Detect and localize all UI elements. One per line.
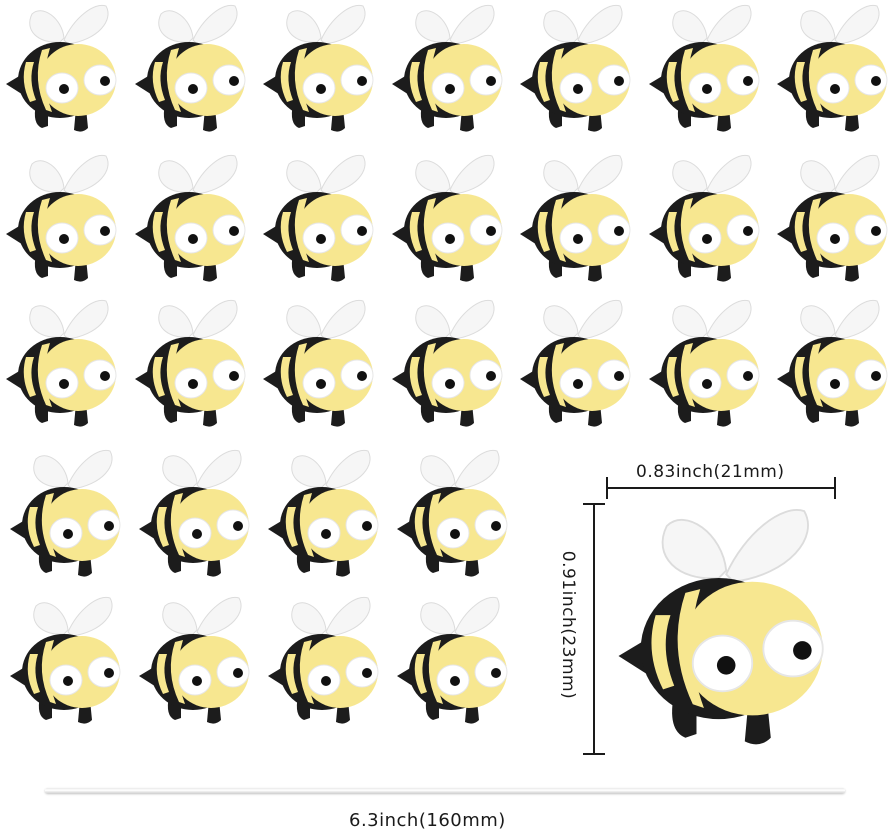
bee-charm (259, 150, 379, 290)
height-dimension-tick-bottom (583, 753, 605, 755)
height-dimension-line (593, 503, 595, 755)
bee-charm (773, 295, 893, 435)
bee-charm (388, 150, 508, 290)
width-dimension-line (606, 487, 836, 489)
bee-charm (259, 0, 379, 140)
height-dimension-tick-top (583, 503, 605, 505)
cord-length-label: 6.3inch(160mm) (349, 810, 506, 831)
bee-charm (393, 592, 513, 732)
bee-charm (135, 445, 255, 585)
bee-charm (516, 295, 636, 435)
width-dimension-tick-left (606, 477, 608, 499)
bee-charm (645, 150, 765, 290)
bee-charm (645, 295, 765, 435)
bee-charm (264, 445, 384, 585)
bee-charm (773, 150, 893, 290)
bee-charm (516, 0, 636, 140)
bee-charm (6, 592, 126, 732)
large-bee-charm (600, 500, 845, 760)
width-dimension-tick-right (834, 477, 836, 499)
bee-charm (2, 150, 122, 290)
height-label: 0.91inch(23mm) (558, 550, 578, 700)
bee-charm (645, 0, 765, 140)
bee-charm (2, 295, 122, 435)
bee-charm (259, 295, 379, 435)
bee-charm (393, 445, 513, 585)
bee-charm (2, 0, 122, 140)
bee-charm (264, 592, 384, 732)
elastic-cord (45, 788, 845, 793)
bee-charm (516, 150, 636, 290)
bee-charm (135, 592, 255, 732)
bee-charm (388, 0, 508, 140)
bee-charm (131, 150, 251, 290)
bee-charm (773, 0, 893, 140)
bee-charm (131, 0, 251, 140)
width-label: 0.83inch(21mm) (636, 462, 785, 482)
bee-charm (388, 295, 508, 435)
bee-charm (131, 295, 251, 435)
bee-charm (6, 445, 126, 585)
